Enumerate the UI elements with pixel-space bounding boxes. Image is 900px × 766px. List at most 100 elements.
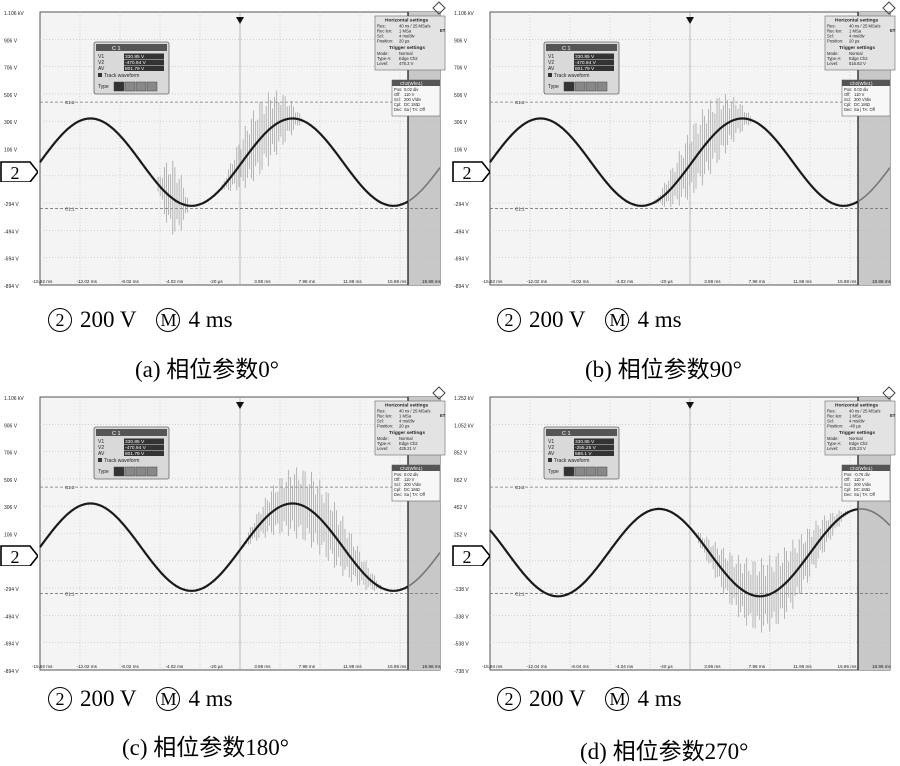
type-button <box>135 466 147 477</box>
ch2-key: Off: <box>844 92 851 97</box>
y-tick-label: 506 V <box>454 93 468 99</box>
ch2-value: DC 1MΩ <box>854 487 870 492</box>
hs-value: 4 ms/div <box>849 419 865 424</box>
y-tick-label: 306 V <box>4 505 18 511</box>
cursor-val-bg <box>124 438 164 444</box>
track-checkbox <box>548 458 552 462</box>
waveform-trace-faded <box>407 552 441 588</box>
time-per-div: 4 ms <box>188 307 233 332</box>
time-marker-icon: M <box>156 687 181 711</box>
y-tick-label: -494 V <box>4 229 19 235</box>
cursor-value: -255.25 V <box>575 445 597 451</box>
cursor-key: V1 <box>548 439 554 445</box>
hs-title: Horizontal settings <box>835 18 879 24</box>
et-label: ET <box>890 413 896 418</box>
time-marker-icon: M <box>605 687 630 711</box>
channel-2-marker-d: 2 <box>452 545 490 566</box>
type-button <box>563 81 575 92</box>
x-tick-label: -4.02 ms <box>165 664 184 669</box>
cursor-value: 586.1 V <box>575 451 592 457</box>
trig-value: 426.23 V <box>849 446 866 451</box>
cursor-val-bg <box>124 59 164 65</box>
trig-key: Level: <box>827 61 838 66</box>
x-tick-label: -15.92 ms <box>32 664 53 669</box>
hs-key: Res: <box>827 24 836 29</box>
ch2-value: 200 V/div <box>404 97 422 102</box>
hs-key: Rec len: <box>377 29 392 34</box>
y-tick-label: -294 V <box>4 202 19 208</box>
waveform-trace <box>39 117 409 207</box>
ch2-key: Off: <box>394 92 401 97</box>
trigger-title: Trigger settings <box>389 430 425 436</box>
track-checkbox <box>548 73 552 77</box>
ch2-value: DC 1MΩ <box>854 102 870 107</box>
y-tick-label: -694 V <box>4 642 19 648</box>
y-tick-label: -894 V <box>454 284 469 290</box>
cursor-value: 801.79 V <box>575 66 595 72</box>
ch2-key: Dec: <box>844 492 852 497</box>
hs-title: Horizontal settings <box>385 403 429 409</box>
ch2-value: 110 V <box>404 92 415 97</box>
caption-d: (d) 相位参数270° <box>580 739 749 764</box>
x-tick-label: 15.98 ms <box>388 664 408 669</box>
x-tick-label: 15.96 ms <box>838 664 858 669</box>
y-tick-label: -294 V <box>4 587 19 593</box>
scale-line-d: 2 200 V M 4 ms <box>497 686 682 712</box>
x-tick-label: 3.98 ms <box>704 279 721 284</box>
y-tick-label: 1.052 kV <box>454 423 474 429</box>
y-tick-label: 652 V <box>454 478 468 484</box>
cursor-value: -470.94 V <box>125 60 147 66</box>
type-label: Type <box>98 469 109 475</box>
channel-circle-icon: 2 <box>497 687 521 711</box>
cursor-box-header <box>546 44 617 51</box>
hs-value: 4 ms/div <box>399 419 415 424</box>
waveform-trace <box>39 502 409 592</box>
cursor-label-1: C1.2 <box>515 485 525 490</box>
et-label: ET <box>440 28 446 33</box>
cursor-measure-box: C 1 V1 330.85 V V2 -470.94 V AV 801.79 VTrack … <box>543 41 620 95</box>
hs-key: Rec len: <box>827 414 842 419</box>
hs-key: Scl: <box>377 34 384 39</box>
ch2-key: Scl: <box>394 97 401 102</box>
y-tick-label: 106 V <box>4 148 18 154</box>
cursor-val-bg <box>574 65 614 71</box>
track-waveform-label: Track waveform <box>104 73 139 79</box>
ch2-key: Scl: <box>844 482 851 487</box>
y-tick-label: -894 V <box>4 284 19 290</box>
cursor-value: 330.85 V <box>125 54 145 60</box>
y-tick-label: 1.252 kV <box>454 396 474 402</box>
ch2-key: Off: <box>844 477 851 482</box>
hs-value: 20 µs <box>399 39 409 44</box>
ch2-key: Scl: <box>844 97 851 102</box>
hs-key: Rec len: <box>827 29 842 34</box>
y-tick-label: -538 V <box>454 642 469 648</box>
type-label: Type <box>98 84 109 90</box>
ch2-header <box>842 80 890 86</box>
x-tick-label: 15.98 ms <box>388 279 408 284</box>
cursor-box-title: C 1 <box>112 431 121 437</box>
x-tick-label: 11.98 ms <box>343 664 362 669</box>
et-label: ET <box>890 28 896 33</box>
x-tick-label: 3.98 ms <box>254 279 271 284</box>
et-label: ET <box>440 413 446 418</box>
trig-value: 429.21 V <box>399 446 416 451</box>
ch2-value: 110 V <box>854 92 865 97</box>
trigger-title: Trigger settings <box>839 45 875 51</box>
trig-value: Edge Ch2 <box>399 441 418 446</box>
trigger-position-icon <box>236 17 244 24</box>
y-tick-label: 852 V <box>454 451 468 457</box>
type-button <box>113 81 125 92</box>
trig-key: Mode: <box>377 436 389 441</box>
cursor-box-title: C 1 <box>112 46 121 52</box>
y-tick-label: -894 V <box>4 669 19 675</box>
